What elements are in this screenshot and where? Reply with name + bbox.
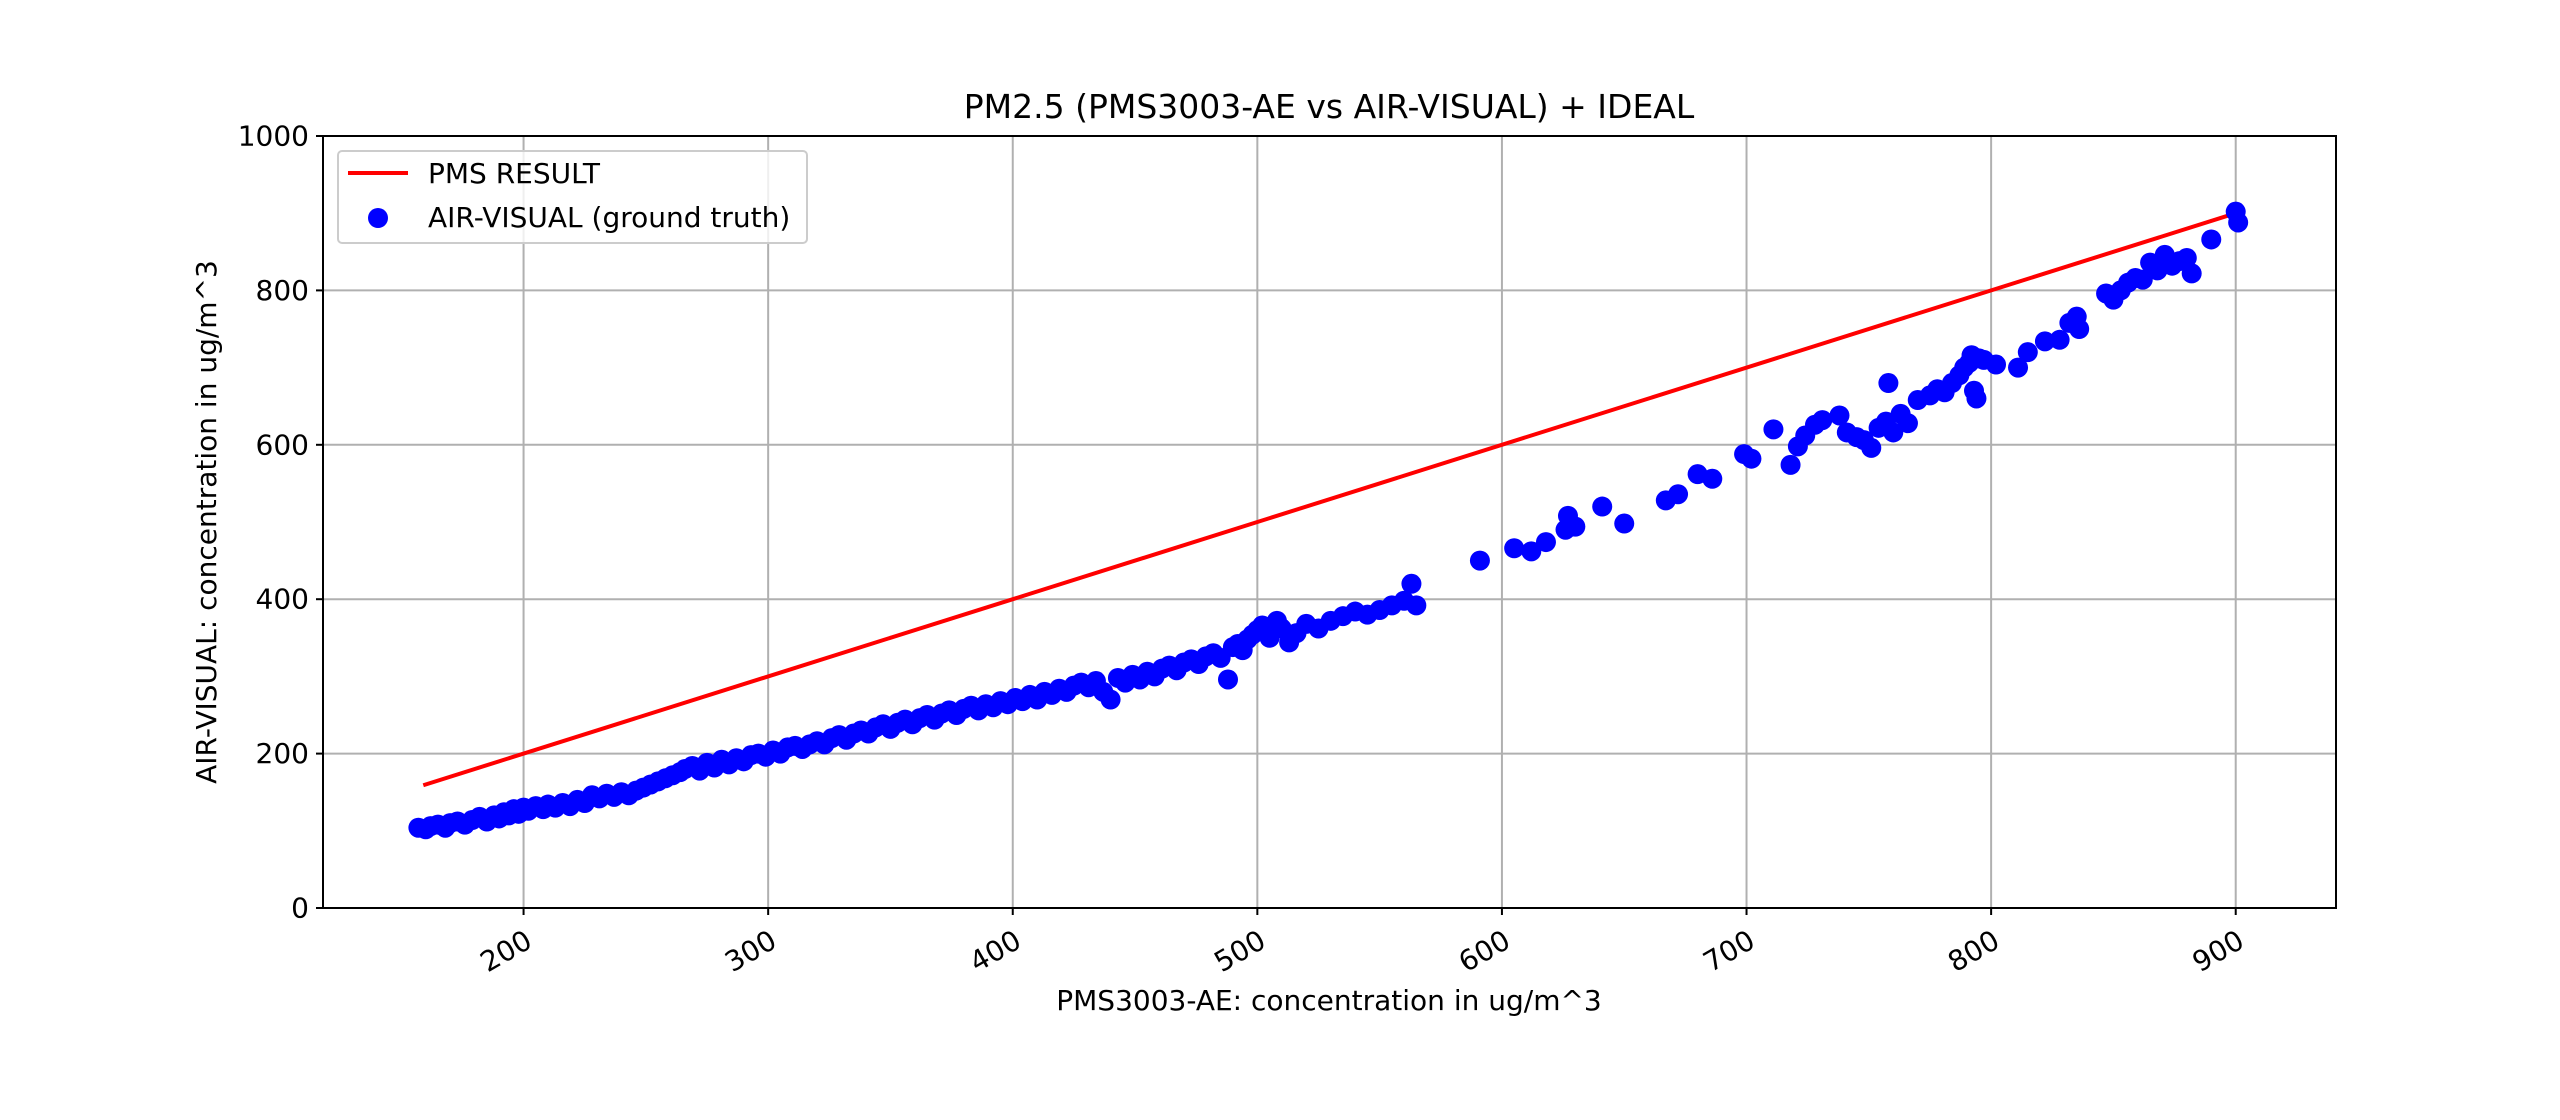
ground-truth-point — [1878, 373, 1899, 394]
chart-title: PM2.5 (PMS3003-AE vs AIR-VISUAL) + IDEAL — [964, 87, 1695, 126]
legend-box — [337, 150, 808, 244]
ground-truth-point — [2228, 212, 2249, 233]
ground-truth-point — [1557, 505, 1578, 526]
ground-truth-point — [2049, 329, 2070, 350]
x-tick-label: 600 — [1453, 923, 1516, 978]
ground-truth-point — [1741, 448, 1762, 469]
ground-truth-point — [1504, 538, 1525, 559]
legend-label-line: PMS RESULT — [428, 157, 601, 190]
ground-truth-point — [1521, 541, 1542, 562]
ground-truth-point — [1406, 595, 1427, 616]
x-tick-label: 300 — [719, 923, 782, 978]
ground-truth-point — [1469, 550, 1490, 571]
ground-truth-point — [1986, 354, 2007, 375]
pms-result-line — [422, 211, 2237, 788]
ground-truth-point — [2069, 319, 2090, 339]
y-axis-ticks: 0 200 400 600 800 1000 — [238, 120, 323, 925]
ground-truth-point — [2008, 357, 2029, 378]
y-tick-label: 800 — [256, 274, 309, 307]
y-axis-label: AIR-VISUAL: concentration in ug/m^3 — [190, 260, 223, 784]
y-tick-label: 200 — [256, 737, 309, 770]
x-tick-label: 900 — [2187, 923, 2250, 978]
series-points-layer — [408, 201, 2249, 840]
ground-truth-point — [1897, 413, 1918, 434]
y-tick-label: 1000 — [238, 120, 309, 153]
ground-truth-point — [1668, 484, 1689, 505]
ground-truth-point — [1829, 405, 1850, 426]
y-tick-label: 400 — [256, 583, 309, 616]
series-line-layer — [422, 211, 2237, 788]
legend: PMS RESULT AIR-VISUAL (ground truth) — [337, 150, 808, 244]
ground-truth-point — [2034, 331, 2055, 352]
ground-truth-point — [2132, 269, 2153, 290]
y-tick-label: 0 — [291, 892, 309, 925]
legend-marker-swatch — [368, 208, 388, 228]
ground-truth-point — [2181, 263, 2202, 284]
ground-truth-point — [1217, 669, 1238, 690]
ground-truth-point — [1592, 496, 1613, 517]
ground-truth-point — [1763, 419, 1784, 440]
ground-truth-point — [1883, 422, 1904, 443]
ground-truth-point — [1100, 689, 1121, 710]
ground-truth-point — [2017, 342, 2038, 363]
ground-truth-point — [2201, 229, 2222, 250]
x-tick-label: 200 — [475, 923, 538, 978]
ground-truth-point — [1535, 532, 1556, 553]
x-tick-label: 400 — [964, 923, 1027, 978]
x-axis-label: PMS3003-AE: concentration in ug/m^3 — [1056, 984, 1602, 1017]
ground-truth-point — [1780, 454, 1801, 475]
ground-truth-point — [2176, 247, 2197, 268]
ground-truth-point — [1702, 468, 1723, 489]
x-tick-label: 500 — [1208, 923, 1271, 978]
x-axis-ticks: 200 300 400 500 600 700 800 900 — [475, 908, 2250, 979]
x-tick-label: 700 — [1698, 923, 1761, 978]
legend-label-points: AIR-VISUAL (ground truth) — [428, 201, 790, 234]
plot-area-frame — [322, 135, 2337, 909]
y-tick-label: 600 — [256, 428, 309, 461]
ground-truth-point — [1812, 410, 1833, 431]
x-tick-label: 800 — [1942, 923, 2005, 978]
ground-truth-point — [1614, 513, 1635, 534]
ground-truth-point — [1861, 437, 1882, 458]
ground-truth-point — [1401, 573, 1422, 594]
ground-truth-point — [1966, 388, 1987, 409]
